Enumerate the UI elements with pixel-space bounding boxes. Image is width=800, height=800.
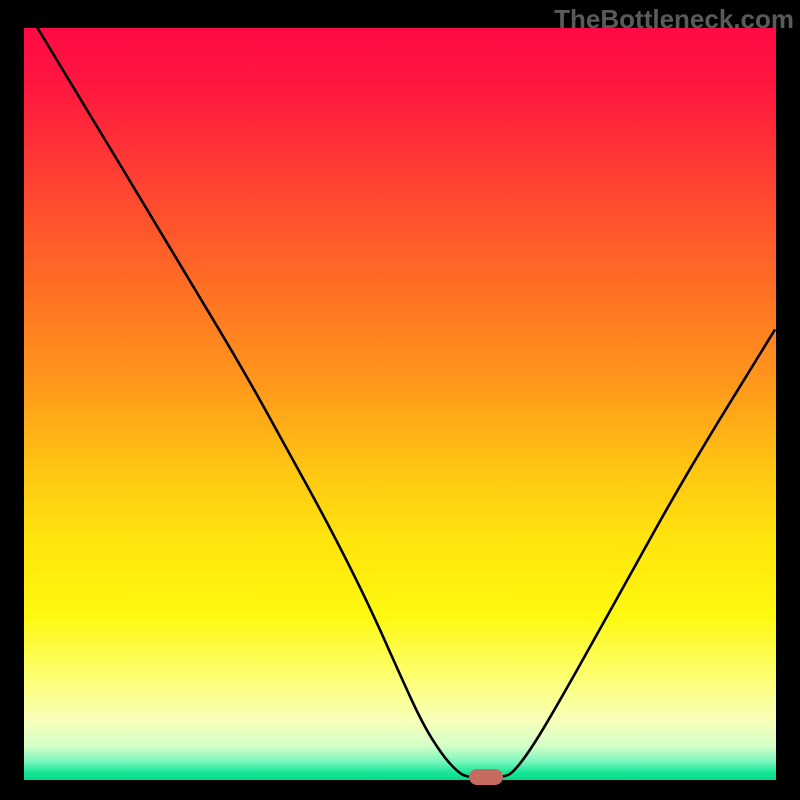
gradient-background (24, 28, 776, 780)
bottleneck-marker (469, 769, 503, 785)
plot-svg (24, 28, 776, 780)
chart-frame: TheBottleneck.com (0, 0, 800, 800)
plot-area (24, 28, 776, 780)
watermark-text: TheBottleneck.com (554, 4, 794, 35)
